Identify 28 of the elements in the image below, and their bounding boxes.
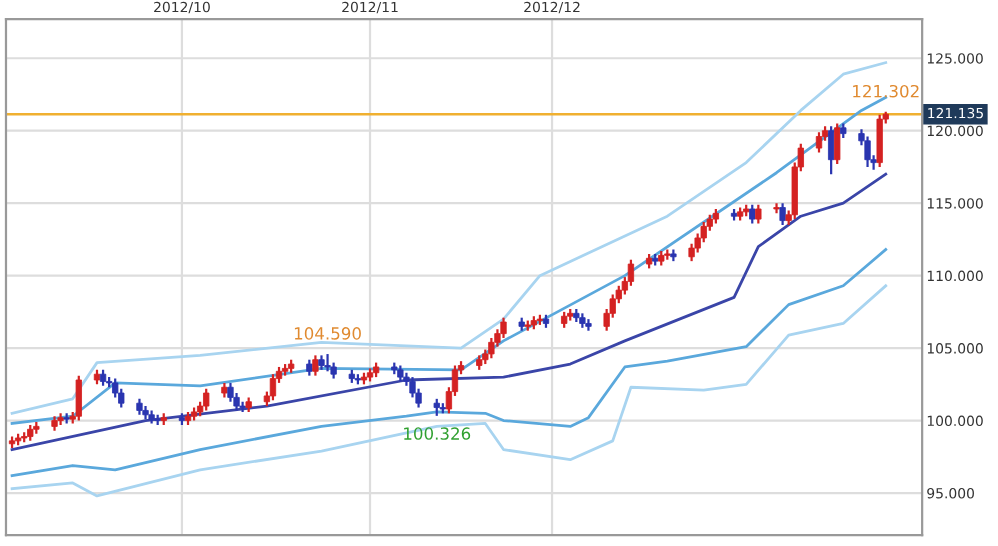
candlestick [324,352,331,373]
candlestick [627,258,635,287]
candlestick [876,113,883,169]
candlestick [585,318,592,332]
candlestick [773,202,780,215]
line-series [10,284,888,498]
candlestick [749,203,756,225]
line-series [10,248,888,478]
annotation: 104.590 [294,327,361,340]
annotation: 100.326 [404,427,471,440]
candlestick [700,220,707,244]
candlestick [312,354,319,377]
candlestick [755,203,762,225]
candlestick [834,122,841,166]
line-series [10,172,888,451]
candlestick [500,316,507,340]
candlestick [118,387,125,409]
candlestick [779,202,786,227]
candlestick [203,387,210,412]
candlestick [269,373,277,402]
annotation: 121.302 [853,84,919,98]
candlestick [864,135,871,169]
candlestick [227,381,234,403]
candlestick [75,374,82,422]
candlestick [815,131,823,154]
candlestick [57,412,64,427]
candlestick [488,336,495,360]
candlestick [827,125,835,176]
